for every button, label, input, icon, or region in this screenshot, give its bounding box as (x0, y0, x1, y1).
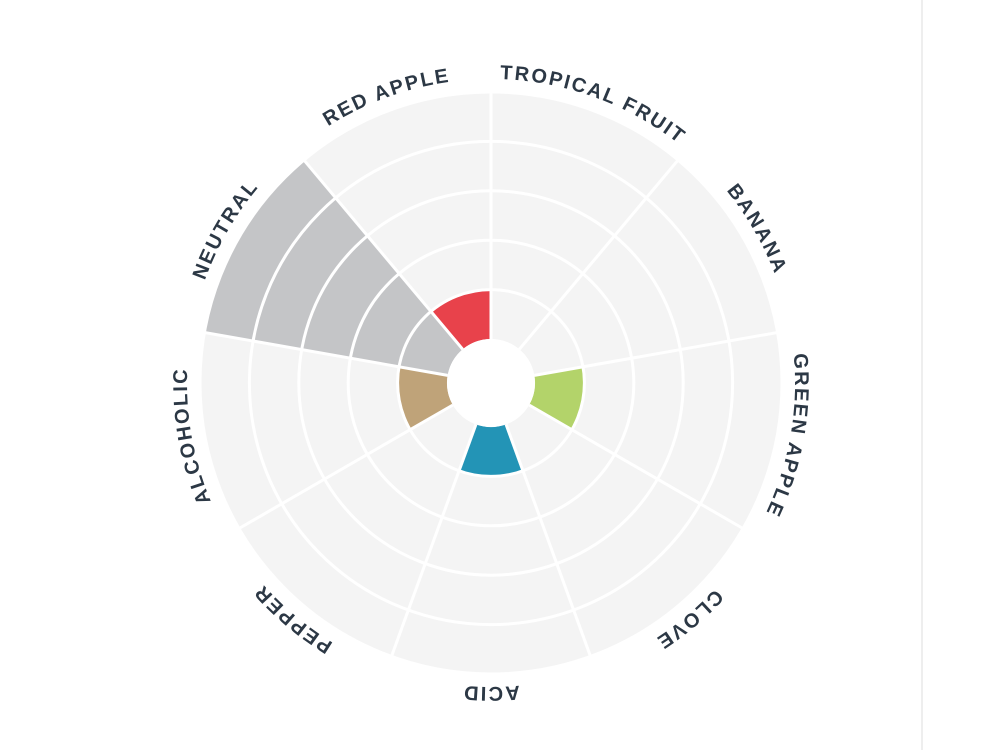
sector-background (506, 405, 744, 657)
sector-background (199, 332, 453, 529)
center-hole (447, 339, 535, 427)
category-label: ACID (461, 681, 520, 704)
sector-background (529, 332, 782, 529)
grid-spoke (302, 159, 464, 351)
sector-background (519, 160, 778, 376)
bar (204, 160, 463, 376)
bar (459, 424, 523, 477)
grid-spoke (528, 403, 744, 530)
bar (430, 289, 491, 350)
grid-spoke (238, 403, 454, 530)
grid-spoke (518, 159, 680, 351)
grid-spoke (204, 330, 448, 377)
sector-background (303, 92, 491, 350)
sector-background (238, 405, 476, 657)
bar (397, 366, 453, 430)
sector-background (491, 92, 679, 350)
sector-background (391, 424, 591, 674)
grid-spoke (504, 423, 592, 657)
grid-spoke (534, 330, 778, 377)
bar (529, 366, 585, 430)
category-label-path: ACID (461, 681, 518, 704)
grid-spoke (390, 423, 478, 657)
